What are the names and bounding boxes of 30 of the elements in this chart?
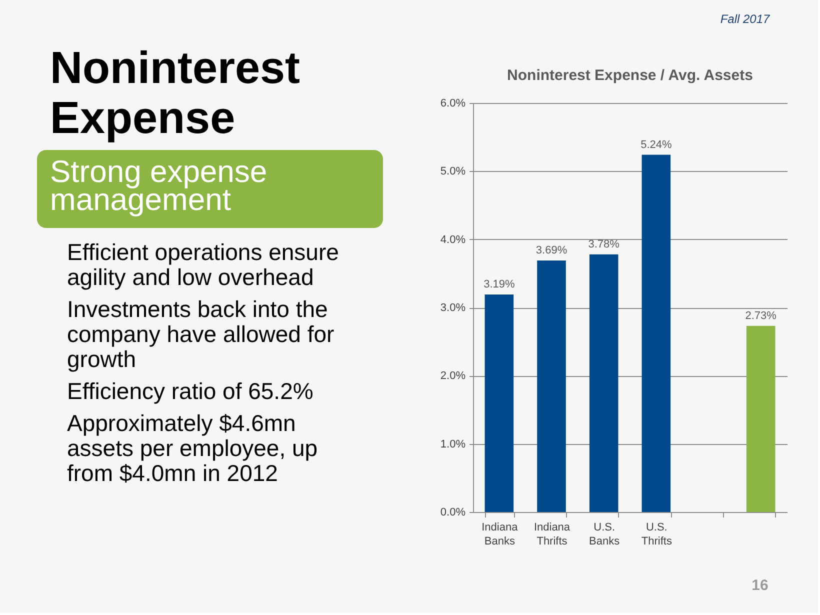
x-tick-label: Indiana Banks [482,522,519,548]
x-tick-label: Indiana Thrifts [534,522,571,548]
chart-title: Noninterest Expense / Avg. Assets [507,67,753,84]
bar [642,154,671,512]
text: Noninterest Expense [50,42,300,143]
data-label: 2.73% [745,310,777,322]
y-tick-label: 3.0% [440,302,466,314]
y-tick-label: 4.0% [440,234,466,246]
bar [484,294,514,512]
text: Approximately $4.6mn assets per employee, up from $4.0mn in 2012 [67,410,318,486]
y-tick-label: 5.0% [440,166,466,178]
x-tick-label: U.S. Banks [589,522,620,548]
text: Strong expense management [50,154,268,217]
bar [589,254,618,512]
y-tick-label: 6.0% [440,98,466,110]
text: Efficiency ratio of 65.2% [67,378,314,404]
bar [537,260,566,512]
data-label: 3.19% [484,278,515,291]
y-tick-label: 2.0% [440,370,466,382]
text: Fall 2017 [720,12,772,26]
text: Investments back into the company have allowed for growth [67,296,335,372]
data-label: 3.78% [588,238,620,250]
data-label: 3.69% [536,244,568,256]
y-tick-label: 1.0% [440,438,466,450]
text: 16 [752,577,768,594]
x-tick-label: U.S. Thrifts [641,522,672,548]
bar [746,326,776,512]
text: Efficient operations ensure agility and low overhead [67,239,339,290]
data-label: 5.24% [640,138,672,151]
y-tick-label: 0.0% [440,506,466,518]
